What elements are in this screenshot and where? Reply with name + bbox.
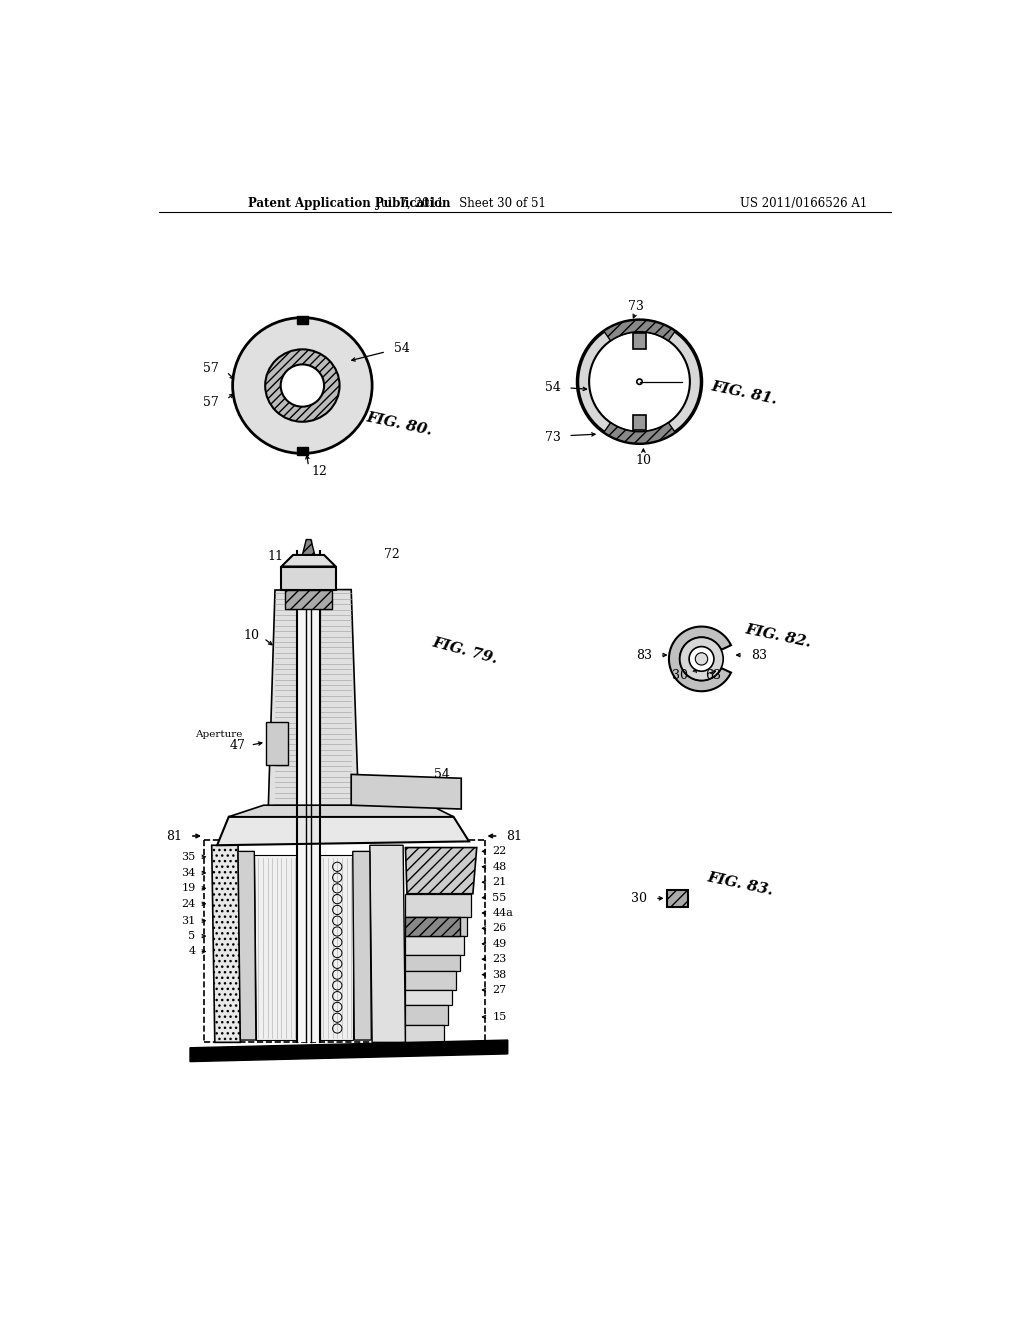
Text: 30: 30 (672, 669, 687, 682)
Text: 24: 24 (181, 899, 196, 908)
Bar (406, 917, 460, 936)
Text: 21: 21 (493, 878, 507, 887)
Text: 44a: 44a (493, 908, 513, 917)
Polygon shape (669, 627, 731, 692)
Bar (297, 447, 308, 455)
Text: 10: 10 (244, 630, 260, 643)
Polygon shape (321, 855, 352, 1040)
Text: 19: 19 (181, 883, 196, 894)
Bar (297, 315, 308, 323)
Text: 83: 83 (636, 648, 652, 661)
Text: FIG. 81.: FIG. 81. (710, 379, 778, 407)
Polygon shape (282, 566, 336, 590)
Bar (633, 333, 646, 348)
Polygon shape (254, 855, 297, 1040)
Text: 48: 48 (493, 862, 507, 871)
Bar (406, 917, 467, 936)
Ellipse shape (281, 364, 324, 407)
Text: 55: 55 (493, 892, 507, 903)
Bar (406, 970, 456, 990)
Text: 38: 38 (493, 970, 507, 979)
Text: 31: 31 (181, 916, 196, 925)
Text: 15: 15 (493, 1012, 507, 1022)
Text: 57: 57 (203, 362, 219, 375)
Polygon shape (351, 775, 461, 809)
Text: 35: 35 (181, 851, 196, 862)
Polygon shape (352, 851, 372, 1040)
Polygon shape (370, 845, 406, 1043)
Bar (406, 990, 452, 1006)
Polygon shape (228, 805, 454, 817)
Text: 27: 27 (493, 985, 507, 995)
Text: 34: 34 (181, 869, 196, 878)
Polygon shape (321, 590, 359, 817)
Bar (286, 590, 332, 609)
Bar (633, 414, 646, 430)
Text: 83: 83 (751, 648, 767, 661)
Text: 49: 49 (493, 939, 507, 949)
Text: 73: 73 (628, 300, 643, 313)
Circle shape (689, 647, 714, 672)
Bar (406, 956, 460, 970)
Bar (266, 722, 288, 764)
Polygon shape (238, 851, 256, 1040)
Text: 5: 5 (188, 931, 196, 941)
Text: 30: 30 (631, 892, 647, 906)
Text: US 2011/0166526 A1: US 2011/0166526 A1 (740, 197, 867, 210)
Text: 81: 81 (506, 829, 522, 842)
Text: 81: 81 (166, 829, 182, 842)
Text: 72: 72 (384, 548, 399, 561)
Bar (406, 1024, 444, 1041)
Polygon shape (282, 554, 336, 566)
Bar (297, 552, 321, 1043)
Circle shape (695, 653, 708, 665)
Circle shape (589, 331, 690, 432)
Bar (406, 936, 464, 956)
Bar (406, 1006, 449, 1024)
Text: 54: 54 (545, 381, 560, 395)
Ellipse shape (265, 350, 340, 422)
Text: FIG. 82.: FIG. 82. (744, 622, 813, 649)
Text: 54: 54 (434, 768, 450, 781)
Text: FIG. 79.: FIG. 79. (430, 636, 499, 667)
Text: 23: 23 (493, 954, 507, 964)
Polygon shape (604, 422, 675, 444)
Bar (406, 894, 471, 917)
Polygon shape (604, 321, 675, 341)
Polygon shape (212, 845, 241, 1043)
Polygon shape (302, 540, 314, 566)
Bar (667, 890, 688, 907)
Ellipse shape (232, 318, 372, 454)
Text: 10: 10 (635, 454, 651, 467)
Text: 12: 12 (311, 465, 328, 478)
Text: FIG. 80.: FIG. 80. (365, 411, 433, 438)
Polygon shape (190, 1040, 508, 1061)
Polygon shape (217, 817, 469, 845)
Polygon shape (267, 590, 297, 817)
Text: 63: 63 (706, 669, 721, 682)
Text: 47: 47 (230, 739, 246, 751)
Text: 4: 4 (188, 946, 196, 957)
Circle shape (680, 638, 723, 681)
Text: Jul. 7, 2011    Sheet 30 of 51: Jul. 7, 2011 Sheet 30 of 51 (376, 197, 546, 210)
Circle shape (578, 319, 701, 444)
Text: Patent Application Publication: Patent Application Publication (248, 197, 451, 210)
Text: 22: 22 (493, 846, 507, 857)
Text: FIG. 83.: FIG. 83. (706, 870, 774, 898)
Text: 54: 54 (394, 342, 410, 355)
Text: 57: 57 (203, 396, 219, 409)
Text: Aperture: Aperture (196, 730, 243, 739)
Text: 73: 73 (545, 430, 560, 444)
Text: 11: 11 (267, 550, 283, 564)
Polygon shape (406, 847, 477, 894)
Text: 26: 26 (493, 924, 507, 933)
